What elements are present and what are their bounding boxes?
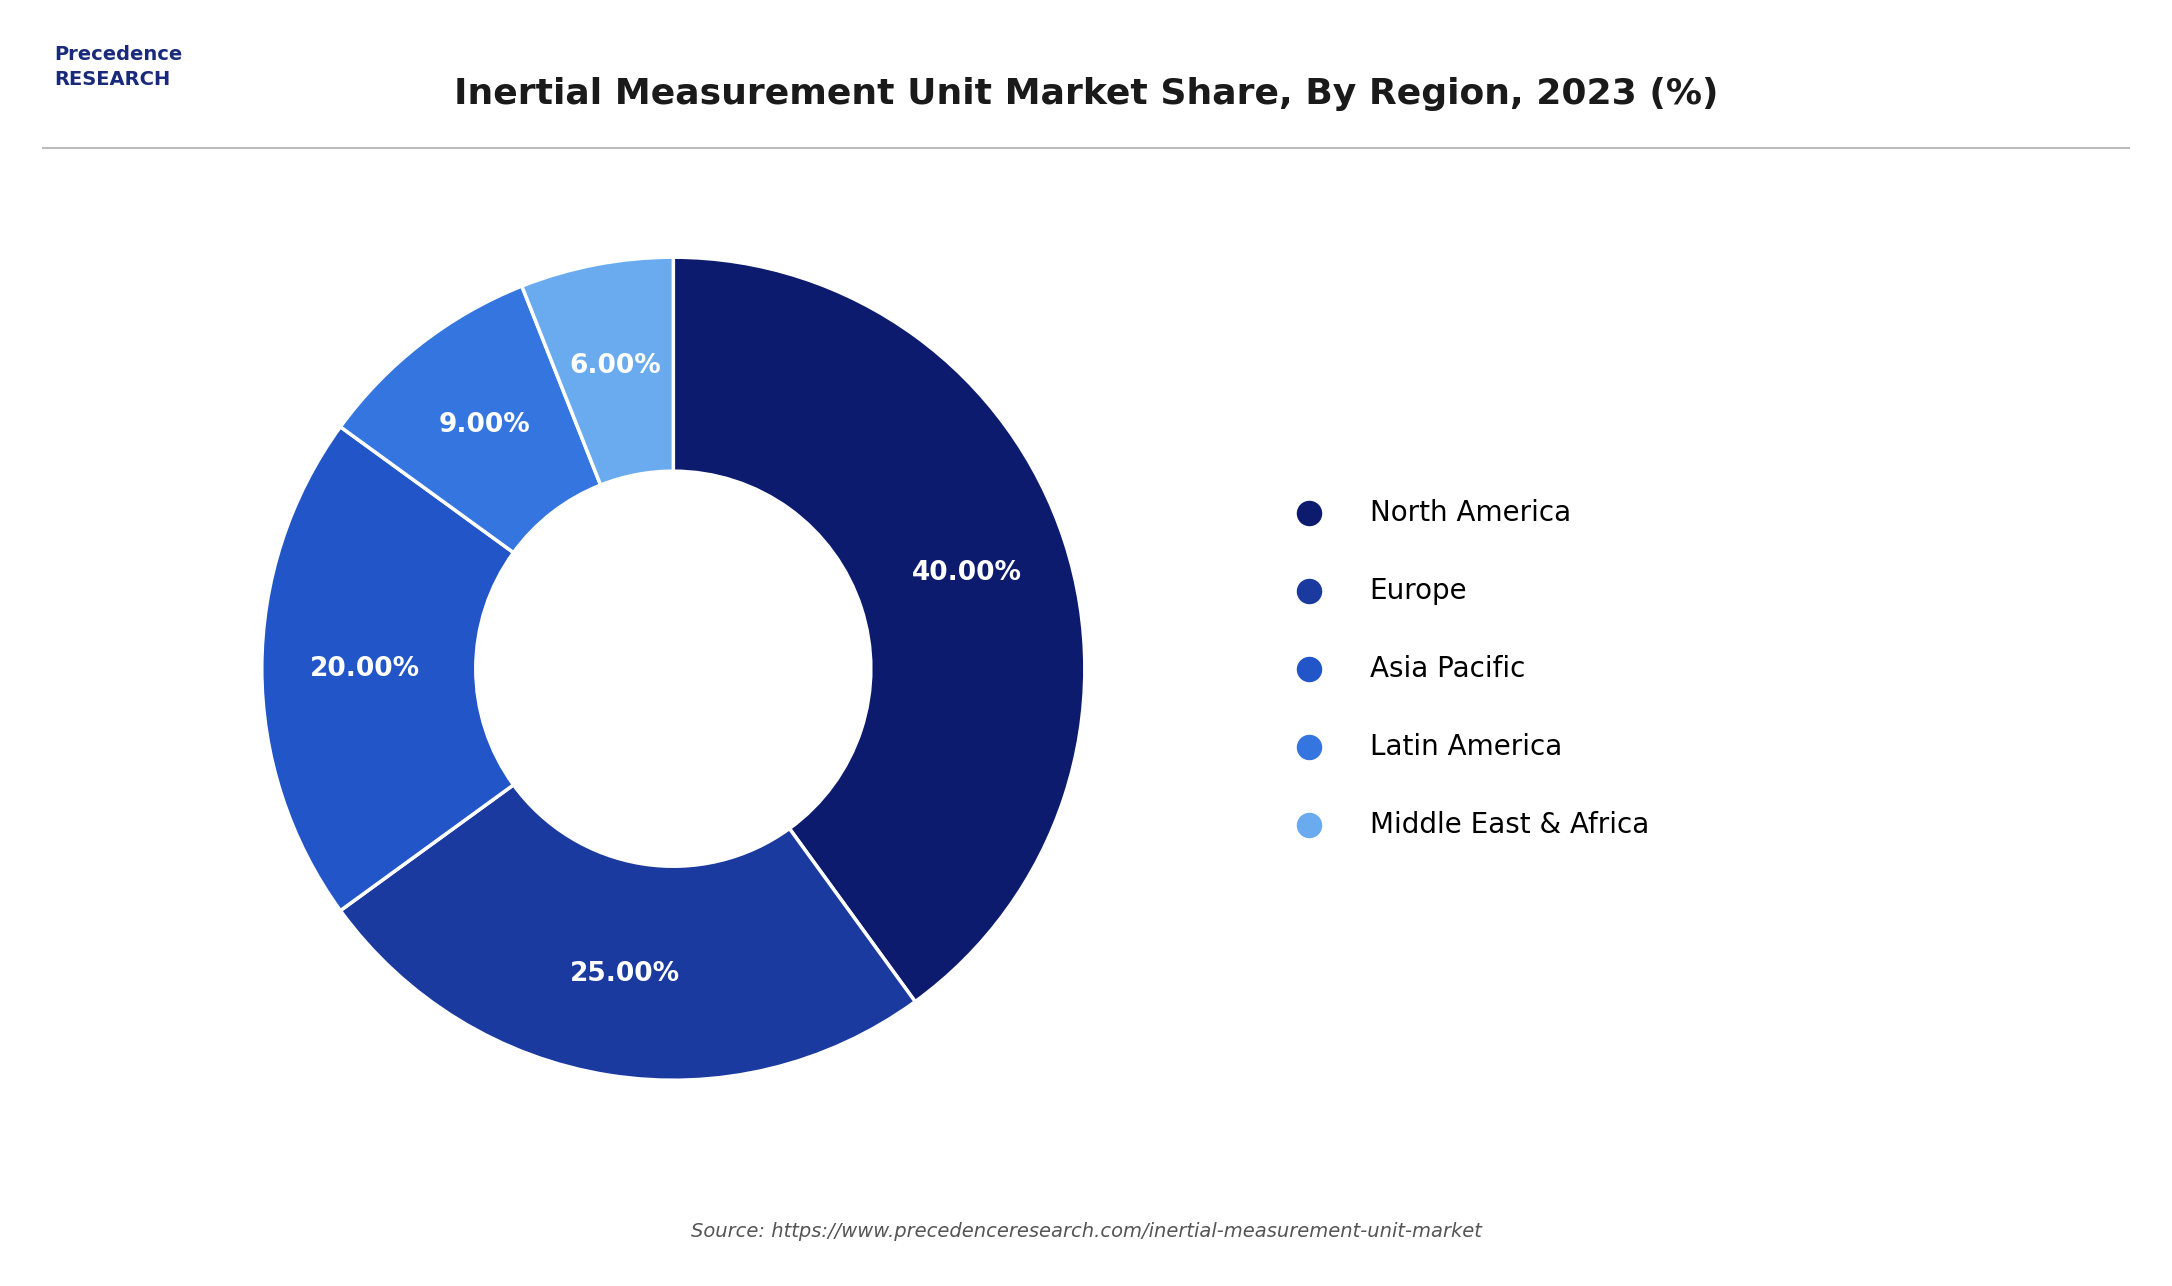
Text: 20.00%: 20.00%	[311, 656, 419, 682]
Text: Inertial Measurement Unit Market Share, By Region, 2023 (%): Inertial Measurement Unit Market Share, …	[454, 77, 1718, 111]
Legend: North America, Europe, Asia Pacific, Latin America, Middle East & Africa: North America, Europe, Asia Pacific, Lat…	[1253, 471, 1677, 867]
Text: Precedence
RESEARCH: Precedence RESEARCH	[54, 45, 182, 89]
Text: Source: https://www.precedenceresearch.com/inertial-measurement-unit-market: Source: https://www.precedenceresearch.c…	[691, 1222, 1481, 1241]
Wedge shape	[341, 784, 914, 1080]
Text: 6.00%: 6.00%	[569, 352, 660, 378]
Wedge shape	[263, 427, 513, 910]
Wedge shape	[521, 257, 673, 485]
Wedge shape	[341, 285, 602, 553]
Text: 9.00%: 9.00%	[439, 412, 530, 437]
Wedge shape	[673, 257, 1084, 1002]
Text: 25.00%: 25.00%	[569, 961, 680, 986]
Text: 40.00%: 40.00%	[912, 561, 1021, 586]
